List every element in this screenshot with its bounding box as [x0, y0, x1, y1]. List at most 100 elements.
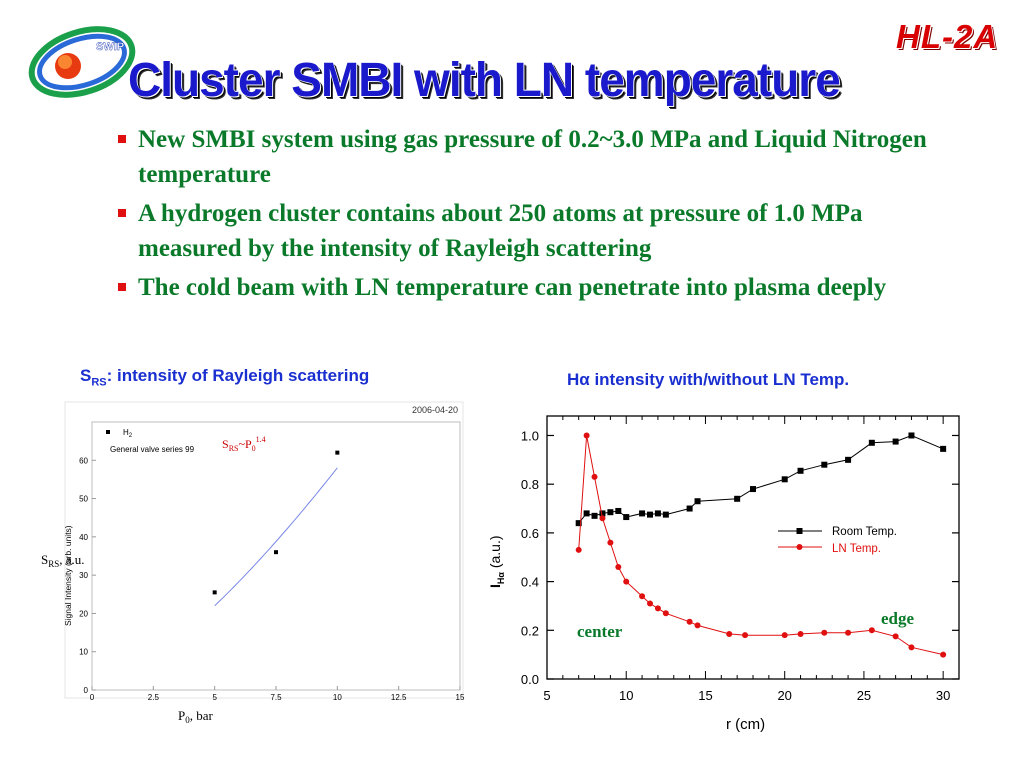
overlay-y-rest: , a.u. — [59, 552, 84, 567]
data-point — [212, 590, 217, 595]
y-tick-label: 30 — [79, 571, 88, 580]
data-point — [274, 550, 278, 555]
x-tick-label: 25 — [857, 688, 871, 703]
hl-2a-logo: HL-2A — [896, 18, 999, 55]
legend-marker-room — [796, 528, 803, 534]
fit-label-exp: 1.4 — [256, 435, 266, 444]
overlay-x-sub: 0 — [185, 715, 190, 725]
x-tick-label: 7.5 — [270, 693, 282, 702]
data-point-ln-temp — [662, 610, 669, 617]
y-tick-label: 0.0 — [521, 672, 539, 687]
series-group — [575, 432, 947, 658]
data-point-ln-temp — [686, 618, 693, 625]
data-point-room-temp — [940, 445, 947, 452]
data-point-ln-temp — [940, 651, 947, 658]
logo-outer-ring — [28, 26, 136, 98]
x-tick-label: 30 — [936, 688, 950, 703]
halpha-intensity-chart: 0.0 0.2 0.4 0.6 0.8 1.0 5 10 15 20 25 30 IHα (a.u.… — [487, 415, 960, 733]
data-point-ln-temp — [797, 630, 804, 637]
legend-label-room: Room Temp. — [832, 526, 897, 538]
legend-series-sub: 2 — [129, 433, 133, 439]
plot-legend: Room Temp. LN Temp. — [778, 526, 897, 555]
bullet-text: A hydrogen cluster contains about 250 at… — [138, 200, 863, 262]
x-tick-label: 2.5 — [148, 693, 160, 702]
logo-inner-ring — [37, 33, 127, 91]
plot-legend: H2 General valve series 99 — [106, 428, 195, 454]
x-tick-label: 5 — [212, 693, 217, 702]
date-stamp: 2006-04-20 — [412, 405, 458, 415]
data-point-ln-temp — [742, 632, 749, 639]
data-point-ln-temp — [647, 600, 653, 607]
y-axis-title-unit: (a.u.) — [487, 535, 503, 572]
data-point-room-temp — [647, 511, 653, 518]
data-point-room-temp — [694, 498, 701, 505]
data-point-ln-temp — [654, 605, 661, 612]
overlay-y-label: SRS, a.u. — [41, 552, 85, 569]
data-point-room-temp — [623, 514, 630, 521]
data-point-ln-temp — [845, 629, 852, 636]
data-point-ln-temp — [615, 563, 622, 570]
x-tick-label: 10 — [333, 693, 342, 702]
bullet-list: New SMBI system using gas pressure of 0.… — [116, 122, 946, 309]
y-tick-label: 0.2 — [521, 623, 539, 638]
y-axis: 0.0 0.2 0.4 0.6 0.8 1.0 — [521, 428, 959, 687]
data-point-ln-temp — [607, 539, 614, 546]
caption-text: : intensity of Rayleigh scattering — [106, 366, 370, 385]
data-point-room-temp — [868, 439, 875, 446]
left-chart-caption: SRS: intensity of Rayleigh scattering — [80, 366, 369, 388]
x-axis: 0 2.5 5 7.5 10 12.5 15 — [90, 686, 465, 702]
data-points — [212, 450, 340, 595]
right-chart-caption: Hα intensity with/without LN Temp. — [567, 370, 850, 389]
annotation-center: center — [577, 622, 623, 641]
swip-logo: SWIP — [28, 26, 136, 98]
x-axis: 5 10 15 20 25 30 — [543, 416, 950, 703]
logo-sun-highlight — [58, 55, 72, 69]
y-axis: 0 10 20 30 40 50 60 — [79, 456, 96, 695]
bullet-text: The cold beam with LN temperature can pe… — [138, 274, 887, 301]
data-point — [335, 450, 340, 455]
y-tick-label: 0 — [84, 686, 89, 695]
y-tick-label: 0.4 — [521, 575, 539, 590]
data-point-ln-temp — [821, 629, 828, 636]
data-point-room-temp — [599, 510, 606, 517]
x-axis-title: r (cm) — [726, 716, 765, 733]
fit-label-sub0: 0 — [252, 444, 256, 453]
y-tick-label: 50 — [79, 495, 88, 504]
y-tick-label: 0.6 — [521, 526, 539, 541]
fit-label-tilde: ~P — [238, 437, 251, 451]
data-point-room-temp — [654, 510, 661, 517]
data-point-room-temp — [607, 509, 614, 516]
data-point-room-temp — [797, 467, 804, 474]
data-point-room-temp — [908, 432, 915, 439]
series-line-room-temp — [578, 434, 944, 524]
x-tick-label: 20 — [777, 688, 791, 703]
x-tick-label: 15 — [456, 693, 465, 702]
x-tick-label: 5 — [543, 688, 550, 703]
bullet-item: New SMBI system using gas pressure of 0.… — [116, 122, 946, 192]
y-tick-label: 20 — [79, 609, 88, 618]
bullet-item: The cold beam with LN temperature can pe… — [116, 270, 946, 305]
data-point-room-temp — [781, 476, 788, 483]
data-point-room-temp — [845, 456, 852, 463]
data-point-room-temp — [639, 510, 646, 517]
overlay-x-label: P0, bar — [178, 708, 214, 725]
x-tick-label: 15 — [698, 688, 712, 703]
data-point-ln-temp — [868, 627, 875, 634]
fit-label-sub: RS — [229, 444, 239, 453]
overlay-y-sub: RS — [48, 559, 59, 569]
caption-subscript: RS — [91, 376, 107, 389]
legend-marker — [106, 430, 110, 434]
data-point-ln-temp — [726, 630, 733, 637]
legend-caption: General valve series 99 — [110, 445, 195, 454]
data-point-ln-temp — [639, 593, 646, 600]
bullet-marker — [118, 283, 126, 291]
bullet-marker — [118, 209, 126, 217]
power-law-fit-curve — [214, 467, 338, 607]
data-point-ln-temp — [599, 515, 606, 522]
data-point-room-temp — [686, 505, 693, 512]
y-tick-label: 0.8 — [521, 477, 539, 492]
data-point-ln-temp — [694, 622, 701, 629]
legend-label-ln: LN Temp. — [832, 543, 881, 555]
x-tick-label: 10 — [619, 688, 633, 703]
data-point-room-temp — [734, 495, 741, 502]
